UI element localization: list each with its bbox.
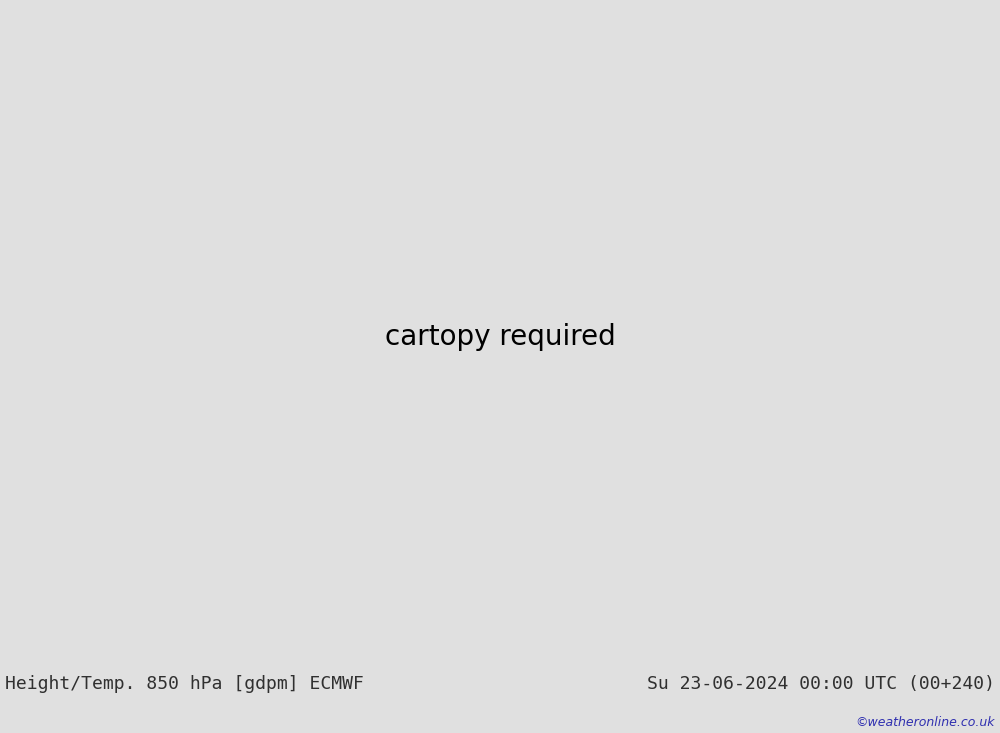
Text: Su 23-06-2024 00:00 UTC (00+240): Su 23-06-2024 00:00 UTC (00+240) — [647, 674, 995, 693]
Text: cartopy required: cartopy required — [385, 323, 615, 351]
Text: Height/Temp. 850 hPa [gdpm] ECMWF: Height/Temp. 850 hPa [gdpm] ECMWF — [5, 674, 364, 693]
Text: ©weatheronline.co.uk: ©weatheronline.co.uk — [856, 716, 995, 729]
